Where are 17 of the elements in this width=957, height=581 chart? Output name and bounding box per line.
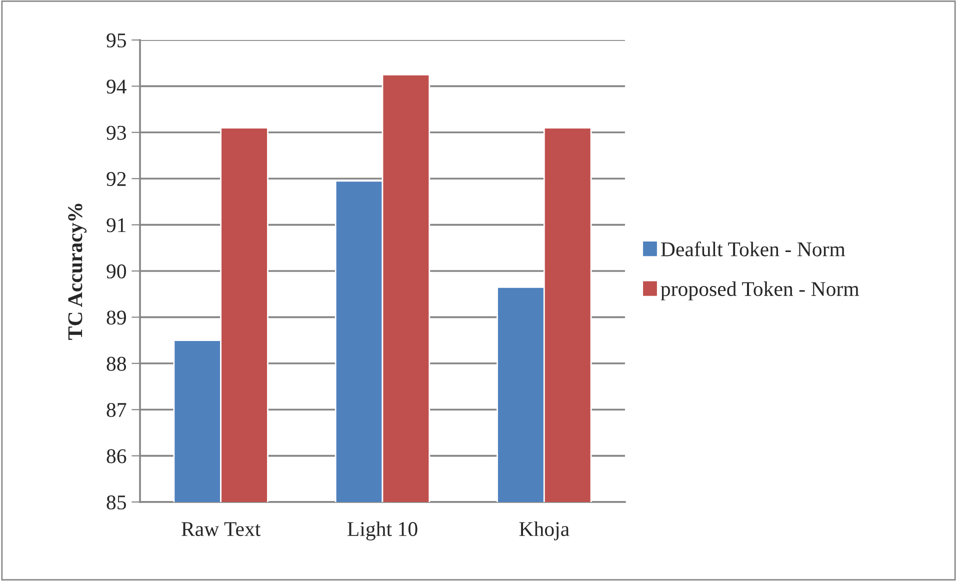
y-tick-label: 85 [106,495,126,510]
legend-label: Deafult Token - Norm [661,241,846,256]
y-tick-label: 89 [106,310,126,325]
y-axis-title: TC Accuracy% [68,204,87,340]
y-tick-label: 88 [106,356,126,371]
y-tick-label: 95 [106,33,126,48]
y-tick-label: 93 [106,126,126,140]
y-tick-label: 87 [106,402,126,418]
y-tick-label: 92 [106,172,126,186]
y-tick-label: 86 [106,449,126,464]
x-tick-label: Raw Text [182,522,261,536]
y-tick-label: 94 [106,80,126,94]
y-tick-label: 91 [106,218,126,232]
legend-label: proposed Token - Norm [660,281,860,300]
y-tick-label: 90 [106,264,126,278]
x-tick-label: Light 10 [348,521,418,540]
x-tick-label: Khoja [519,521,570,540]
